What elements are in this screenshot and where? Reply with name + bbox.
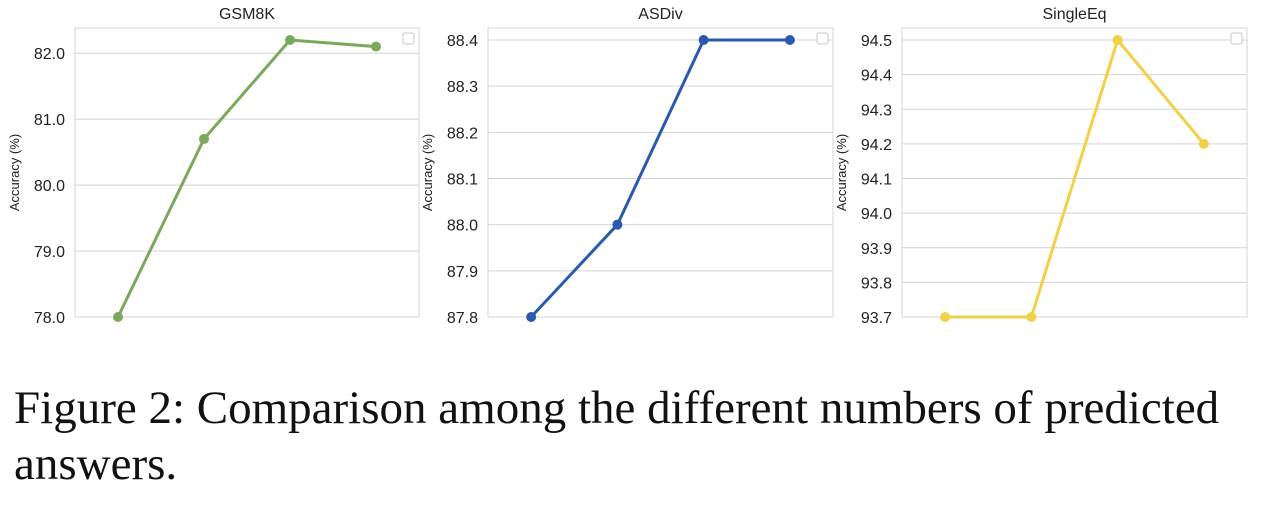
singleeq-ytick-label: 94.5: [861, 33, 892, 50]
asdiv-ytick-label: 88.2: [447, 125, 478, 142]
gsm8k-point: [113, 312, 123, 322]
singleeq-ytick-label: 94.2: [861, 137, 892, 154]
gsm8k-series-line: [116, 38, 378, 319]
gsm8k-point: [199, 133, 209, 144]
gsm8k-point: [371, 41, 381, 52]
gsm8k-ytick-label: 80.0: [34, 178, 65, 195]
singleeq-ytick-label: 94.4: [861, 68, 892, 85]
singleeq-series-line: [943, 38, 1206, 319]
singleeq-ytick-label: 94.3: [861, 102, 892, 119]
asdiv-ytick-label: 88.4: [447, 33, 478, 50]
singleeq-point: [1026, 312, 1037, 322]
gsm8k-ytick-label: 82.0: [34, 46, 65, 63]
singleeq-legend-box: [1230, 32, 1243, 45]
asdiv-point: [784, 35, 795, 45]
asdiv-ytick-label: 88.1: [447, 172, 478, 189]
asdiv-legend-box: [816, 32, 829, 45]
asdiv-point: [612, 219, 623, 230]
singleeq-ytick-label: 93.7: [861, 310, 892, 327]
singleeq-ytick-label: 93.9: [861, 241, 892, 258]
asdiv-ylabel: Accuracy (%): [420, 134, 435, 211]
gsm8k-ytick-label: 79.0: [34, 244, 65, 261]
figure-charts: 78.0 79.0 80.0 81.0 82.0 GSM8K Accuracy (%) 87.…: [7, 6, 1248, 327]
gsm8k-title: GSM8K: [219, 6, 275, 23]
charts-svg: 78.0 79.0 80.0 81.0 82.0 GSM8K Accuracy (%) 87.…: [7, 6, 1248, 327]
singleeq-ylabel: Accuracy (%): [834, 134, 849, 211]
asdiv-point: [526, 312, 537, 322]
asdiv-ytick-label: 88.3: [447, 79, 478, 96]
singleeq-point: [1112, 35, 1123, 45]
asdiv-ytick-label: 88.0: [447, 218, 478, 235]
singleeq-ytick-label: 94.1: [861, 172, 892, 189]
gsm8k-ytick-label: 78.0: [34, 310, 65, 327]
singleeq-ytick-label: 93.8: [861, 275, 892, 292]
asdiv-point: [698, 35, 709, 45]
figure-caption: Figure 2: Comparison among the different…: [14, 382, 1220, 490]
asdiv-ytick-label: 87.8: [447, 310, 478, 327]
singleeq-ytick-label: 94.0: [861, 206, 892, 223]
gsm8k-point: [285, 35, 295, 45]
singleeq-point: [1198, 138, 1209, 149]
gsm8k-ylabel: Accuracy (%): [7, 134, 22, 211]
asdiv-series-line: [529, 38, 792, 319]
asdiv-ytick-label: 87.9: [447, 264, 478, 281]
gsm8k-ytick-label: 81.0: [34, 112, 65, 129]
asdiv-title: ASDiv: [638, 6, 682, 23]
singleeq-point: [940, 312, 951, 322]
gsm8k-legend-box: [402, 32, 415, 45]
singleeq-title: SingleEq: [1042, 6, 1106, 23]
